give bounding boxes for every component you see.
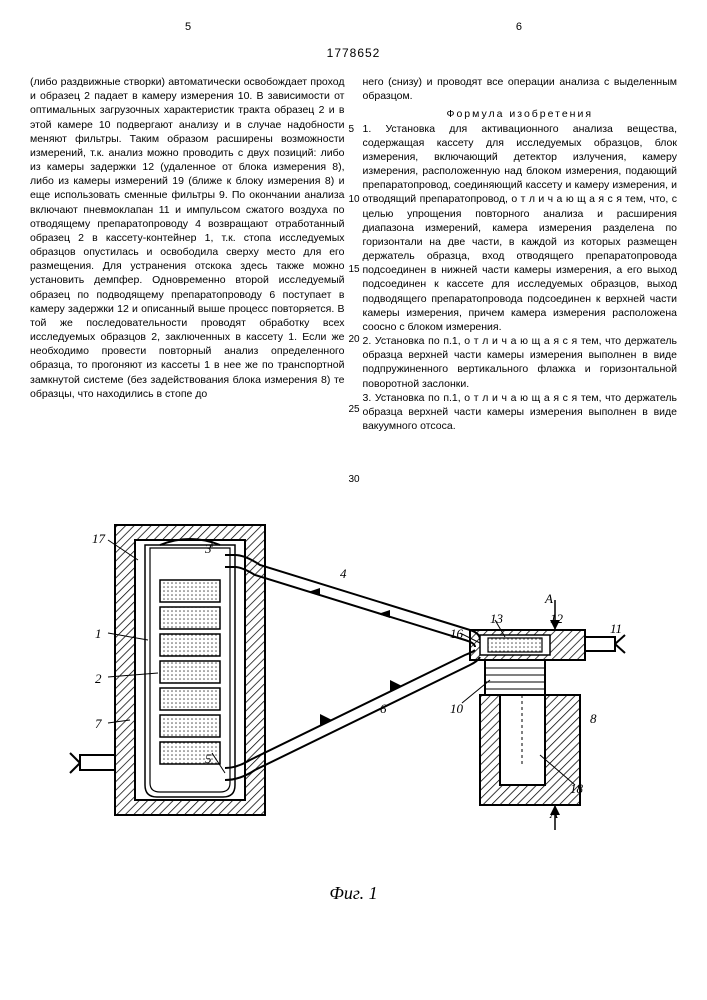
left-text: (либо раздвижные створки) автоматически … <box>30 75 345 401</box>
ref-number: 3 <box>205 540 212 558</box>
ref-number: A <box>550 805 558 823</box>
ref-number: 18 <box>570 780 583 798</box>
ref-number: 8 <box>590 710 597 728</box>
right-intro: него (снизу) и проводят все операции ана… <box>363 75 678 103</box>
ref-number: A <box>545 590 553 608</box>
claim-2: 2. Установка по п.1, о т л и ч а ю щ а я… <box>363 334 678 391</box>
figure-label: Фиг. 1 <box>329 881 377 905</box>
ref-number: 4 <box>340 565 347 583</box>
ref-number: 2 <box>95 670 102 688</box>
line-marker: 10 <box>349 193 360 207</box>
ref-number: 16 <box>450 625 463 643</box>
figure-1: 171273465A1613121110818A Фиг. 1 <box>30 485 677 915</box>
formula-heading: Формула изобретения <box>363 107 678 121</box>
column-left: (либо раздвижные створки) автоматически … <box>30 75 345 470</box>
ref-number: 6 <box>380 700 387 718</box>
line-marker: 25 <box>349 403 360 417</box>
page-numbers: 5 6 <box>30 20 677 35</box>
ref-number: 5 <box>205 750 212 768</box>
ref-number: 1 <box>95 625 102 643</box>
page-right: 6 <box>516 20 522 35</box>
ref-number: 17 <box>92 530 105 548</box>
line-marker: 5 <box>349 123 355 137</box>
text-columns: (либо раздвижные створки) автоматически … <box>30 75 677 470</box>
ref-number: 13 <box>490 610 503 628</box>
figure-svg <box>30 485 670 875</box>
claim-3: 3. Установка по п.1, о т л и ч а ю щ а я… <box>363 391 678 434</box>
page-left: 5 <box>185 20 191 35</box>
claim-1: 1. Установка для активационного анализа … <box>363 122 678 335</box>
ref-number: 11 <box>610 620 622 638</box>
line-marker: 15 <box>349 263 360 277</box>
line-marker: 20 <box>349 333 360 347</box>
ref-number: 7 <box>95 715 102 733</box>
patent-number: 1778652 <box>30 45 677 61</box>
samples <box>160 580 220 764</box>
ref-number: 12 <box>550 610 563 628</box>
ref-number: 10 <box>450 700 463 718</box>
column-right: 5 10 15 20 25 30 него (снизу) и проводят… <box>363 75 678 470</box>
